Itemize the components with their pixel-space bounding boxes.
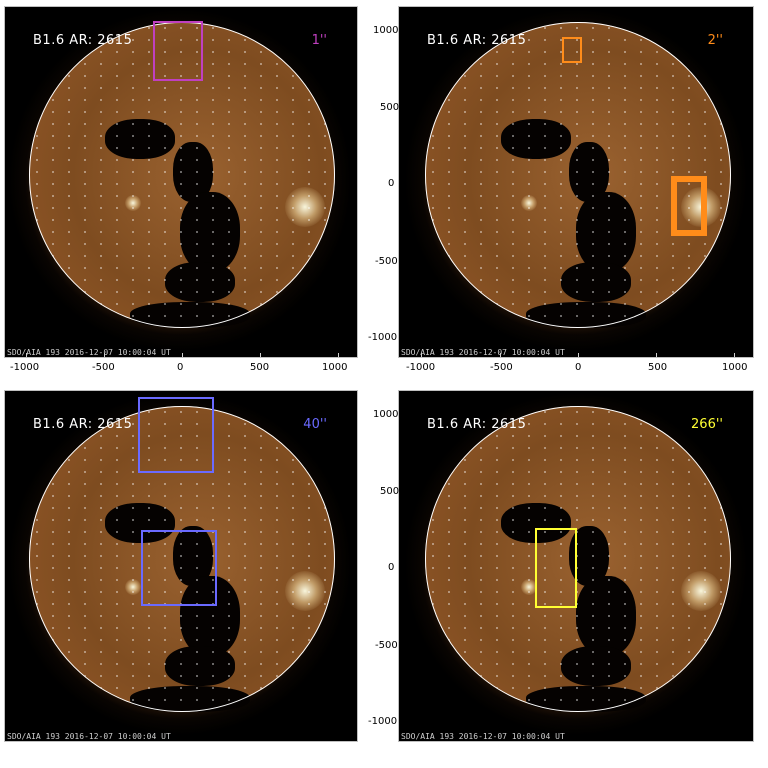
roi-box bbox=[671, 176, 707, 236]
panel-2: B1.6 AR: 2615 2'' SDO/AIA 193 2016-12-07… bbox=[360, 0, 768, 384]
panel-1: B1.6 AR: 2615 1'' SDO/AIA 193 2016-12-07… bbox=[0, 0, 384, 384]
x-tick bbox=[656, 353, 657, 357]
duration-label: 40'' bbox=[303, 417, 327, 432]
x-tick-label: 0 bbox=[575, 362, 582, 373]
y-tick-label: -500 bbox=[375, 640, 398, 651]
x-tick bbox=[500, 353, 501, 357]
x-tick bbox=[338, 353, 339, 357]
flare-label: B1.6 AR: 2615 bbox=[427, 33, 527, 48]
x-tick-label: -1000 bbox=[406, 362, 436, 373]
image-footer: SDO/AIA 193 2016-12-07 10:00:04 UT bbox=[401, 348, 565, 357]
x-tick bbox=[26, 353, 27, 357]
roi-box bbox=[153, 21, 203, 81]
x-tick-label: 1000 bbox=[322, 362, 348, 373]
solar-image-2: B1.6 AR: 2615 2'' SDO/AIA 193 2016-12-07… bbox=[398, 6, 754, 358]
y-tick-label: -1000 bbox=[368, 716, 398, 727]
roi-box bbox=[141, 530, 217, 606]
y-tick-label: 500 bbox=[380, 102, 400, 113]
solar-limb bbox=[29, 406, 335, 712]
roi-box bbox=[562, 37, 582, 63]
roi-box bbox=[535, 528, 577, 608]
roi-box bbox=[138, 397, 214, 473]
panel-4: B1.6 AR: 2615 266'' SDO/AIA 193 2016-12-… bbox=[360, 384, 768, 768]
x-tick-label: -500 bbox=[92, 362, 115, 373]
image-footer: SDO/AIA 193 2016-12-07 10:00:04 UT bbox=[7, 732, 171, 741]
duration-label: 266'' bbox=[691, 417, 723, 432]
y-tick-label: 0 bbox=[388, 562, 395, 573]
duration-label: 1'' bbox=[311, 33, 327, 48]
x-tick-label: 1000 bbox=[722, 362, 748, 373]
x-tick bbox=[421, 353, 422, 357]
x-tick bbox=[734, 353, 735, 357]
x-tick-label: 0 bbox=[177, 362, 184, 373]
solar-image-4: B1.6 AR: 2615 266'' SDO/AIA 193 2016-12-… bbox=[398, 390, 754, 742]
image-footer: SDO/AIA 193 2016-12-07 10:00:04 UT bbox=[401, 732, 565, 741]
x-tick-label: -500 bbox=[490, 362, 513, 373]
x-tick bbox=[104, 353, 105, 357]
x-tick-label: -1000 bbox=[10, 362, 40, 373]
x-tick-label: 500 bbox=[648, 362, 668, 373]
x-tick bbox=[182, 353, 183, 357]
x-tick bbox=[260, 353, 261, 357]
solar-image-1: B1.6 AR: 2615 1'' SDO/AIA 193 2016-12-07… bbox=[4, 6, 358, 358]
flare-label: B1.6 AR: 2615 bbox=[33, 417, 133, 432]
y-tick-label: 0 bbox=[388, 178, 395, 189]
flare-label: B1.6 AR: 2615 bbox=[33, 33, 133, 48]
image-footer: SDO/AIA 193 2016-12-07 10:00:04 UT bbox=[7, 348, 171, 357]
x-tick bbox=[578, 353, 579, 357]
y-tick-label: 1000 bbox=[373, 409, 399, 420]
solar-limb bbox=[425, 406, 731, 712]
flare-label: B1.6 AR: 2615 bbox=[427, 417, 527, 432]
y-tick-label: 500 bbox=[380, 486, 400, 497]
y-tick-label: 1000 bbox=[373, 25, 399, 36]
y-tick-label: -500 bbox=[375, 256, 398, 267]
panel-3: B1.6 AR: 2615 40'' SDO/AIA 193 2016-12-0… bbox=[0, 384, 384, 768]
duration-label: 2'' bbox=[707, 33, 723, 48]
x-tick-label: 500 bbox=[250, 362, 270, 373]
solar-image-3: B1.6 AR: 2615 40'' SDO/AIA 193 2016-12-0… bbox=[4, 390, 358, 742]
y-tick-label: -1000 bbox=[368, 332, 398, 343]
solar-limb bbox=[425, 22, 731, 328]
